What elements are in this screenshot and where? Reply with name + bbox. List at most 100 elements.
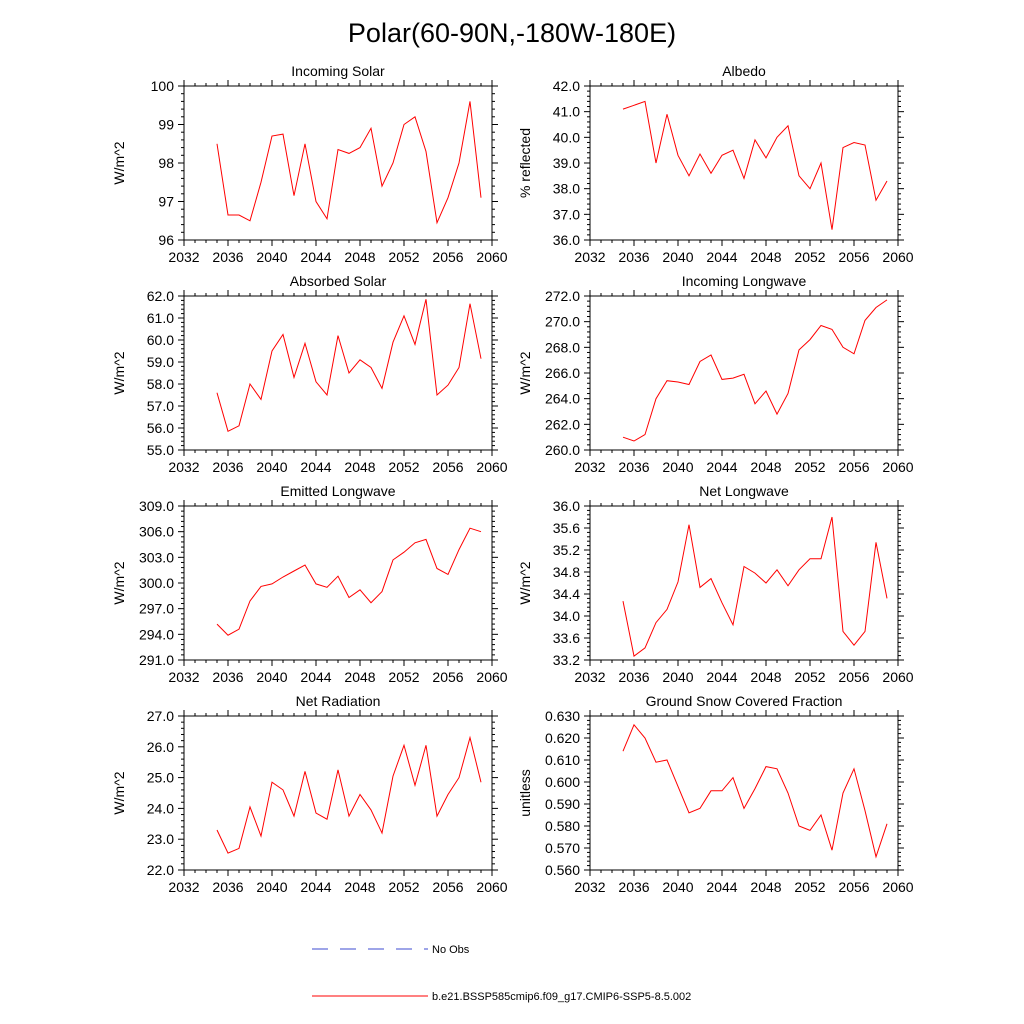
x-tick-label: 2048: [750, 669, 781, 685]
y-tick-label: 23.0: [147, 831, 174, 847]
y-tick-label: 272.0: [545, 288, 580, 304]
x-tick-label: 2044: [706, 459, 737, 475]
series-line: [216, 735, 482, 854]
series-line: [622, 723, 888, 859]
legend-obs-label: No Obs: [432, 944, 470, 956]
x-tick-label: 2044: [300, 669, 331, 685]
x-tick-label: 2048: [344, 879, 375, 895]
y-tick-label: 42.0: [553, 78, 580, 94]
x-tick-label: 2048: [750, 249, 781, 265]
y-tick-label: 37.0: [553, 206, 580, 222]
y-tick-label: 55.0: [147, 442, 174, 458]
x-tick-label: 2056: [838, 459, 869, 475]
x-tick-label: 2060: [476, 249, 507, 265]
x-tick-label: 2052: [794, 669, 825, 685]
y-tick-label: 268.0: [545, 339, 580, 355]
y-tick-label: 264.0: [545, 391, 580, 407]
x-tick-label: 2040: [662, 249, 693, 265]
y-tick-label: 34.4: [553, 586, 580, 602]
x-tick-label: 2032: [574, 249, 605, 265]
legend-model-label: b.e21.BSSP585cmip6.f09_g17.CMIP6-SSP5-8.…: [432, 991, 691, 1003]
y-tick-label: 33.2: [553, 652, 580, 668]
panel-4: Incoming Longwave 2032 2036 2040 2044 2048 205…: [517, 273, 914, 475]
y-tick-label: 34.8: [553, 564, 580, 580]
panel-title: Incoming Solar: [291, 63, 385, 79]
x-tick-label: 2052: [388, 459, 419, 475]
x-tick-label: 2052: [794, 879, 825, 895]
series-line: [216, 299, 482, 433]
panel-title: Albedo: [722, 63, 766, 79]
panel-2: Albedo 2032 2036 2040 2044 2048 2052 2056 2060 36…: [517, 63, 914, 265]
x-tick-label: 2032: [574, 669, 605, 685]
y-tick-label: 34.0: [553, 608, 580, 624]
y-tick-label: 97: [158, 194, 174, 210]
x-tick-label: 2044: [300, 249, 331, 265]
x-tick-label: 2060: [882, 669, 913, 685]
x-tick-label: 2052: [794, 249, 825, 265]
x-tick-label: 2048: [750, 459, 781, 475]
plot-frame: [589, 505, 899, 661]
x-tick-label: 2036: [618, 249, 649, 265]
y-axis-label: W/m^2: [111, 771, 127, 814]
plot-frame: [589, 715, 899, 871]
panel-title: Emitted Longwave: [280, 483, 395, 499]
x-tick-label: 2032: [168, 669, 199, 685]
x-tick-label: 2044: [706, 669, 737, 685]
x-tick-label: 2056: [838, 879, 869, 895]
x-tick-label: 2032: [168, 879, 199, 895]
y-tick-label: 260.0: [545, 442, 580, 458]
panel-title: Ground Snow Covered Fraction: [646, 693, 843, 709]
x-tick-label: 2060: [476, 879, 507, 895]
x-tick-label: 2048: [750, 879, 781, 895]
panel-3: Absorbed Solar 2032 2036 2040 2044 2048 2052 20…: [111, 273, 508, 475]
y-tick-label: 0.590: [545, 796, 580, 812]
y-tick-label: 99: [158, 117, 174, 133]
plot-frame: [589, 85, 899, 241]
x-tick-label: 2040: [662, 669, 693, 685]
x-tick-label: 2036: [212, 879, 243, 895]
x-tick-label: 2044: [706, 879, 737, 895]
x-tick-label: 2052: [388, 879, 419, 895]
y-tick-label: 0.580: [545, 818, 580, 834]
legend: No Obs b.e21.BSSP585cmip6.f09_g17.CMIP6-…: [312, 944, 691, 1003]
x-tick-label: 2040: [256, 669, 287, 685]
y-tick-label: 98: [158, 155, 174, 171]
panel-title: Net Radiation: [296, 693, 381, 709]
y-tick-label: 306.0: [139, 524, 174, 540]
y-axis-label: W/m^2: [111, 561, 127, 604]
y-tick-label: 303.0: [139, 549, 174, 565]
panel-8: Ground Snow Covered Fraction 2032 2036 2040…: [517, 693, 914, 895]
panel-title: Absorbed Solar: [290, 273, 387, 289]
panel-title: Net Longwave: [699, 483, 789, 499]
y-tick-label: 300.0: [139, 575, 174, 591]
series-line: [622, 100, 888, 230]
x-tick-label: 2056: [838, 249, 869, 265]
panel-5: Emitted Longwave 2032 2036 2040 2044 2048 2052…: [111, 483, 508, 685]
y-tick-label: 41.0: [553, 104, 580, 120]
y-tick-label: 0.560: [545, 862, 580, 878]
y-tick-label: 24.0: [147, 800, 174, 816]
plot-frame: [183, 85, 493, 241]
plot-frame: [183, 505, 493, 661]
x-tick-label: 2032: [168, 249, 199, 265]
y-tick-label: 270.0: [545, 314, 580, 330]
y-tick-label: 33.6: [553, 630, 580, 646]
y-tick-label: 22.0: [147, 862, 174, 878]
x-tick-label: 2040: [256, 249, 287, 265]
x-tick-label: 2036: [212, 669, 243, 685]
y-axis-label: W/m^2: [111, 141, 127, 184]
panel-7: Net Radiation 2032 2036 2040 2044 2048 2052 205…: [111, 693, 508, 895]
y-axis-label: W/m^2: [111, 351, 127, 394]
x-tick-label: 2060: [476, 459, 507, 475]
panel-title: Incoming Longwave: [682, 273, 807, 289]
plot-frame: [183, 295, 493, 451]
y-tick-label: 35.2: [553, 542, 580, 558]
y-tick-label: 35.6: [553, 520, 580, 536]
y-tick-label: 309.0: [139, 498, 174, 514]
y-tick-label: 262.0: [545, 416, 580, 432]
y-tick-label: 266.0: [545, 365, 580, 381]
x-tick-label: 2056: [432, 879, 463, 895]
y-tick-label: 96: [158, 232, 174, 248]
x-tick-label: 2052: [388, 669, 419, 685]
x-tick-label: 2036: [212, 249, 243, 265]
